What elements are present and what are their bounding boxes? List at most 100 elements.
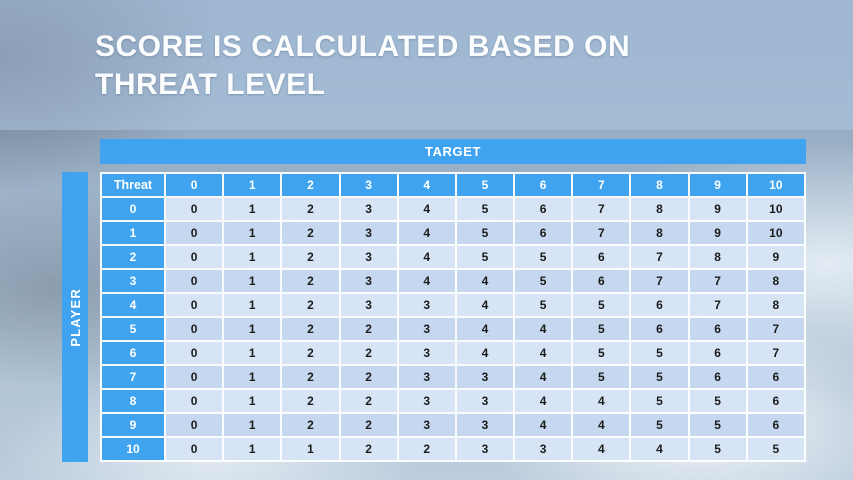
score-cell: 4	[631, 438, 688, 460]
score-cell: 2	[340, 390, 397, 412]
score-cell: 4	[456, 342, 514, 364]
score-cell: 0	[166, 246, 223, 268]
slide-title-line1: SCORE IS CALCULATED BASED ON	[95, 30, 631, 63]
score-cell: 6	[689, 366, 746, 388]
score-cell: 0	[166, 366, 223, 388]
score-cell: 8	[631, 222, 688, 244]
score-cell: 1	[224, 342, 281, 364]
score-cell: 0	[166, 438, 223, 460]
target-header: TARGET	[100, 139, 806, 164]
score-cell: 5	[631, 414, 688, 436]
target-column-header: 8	[631, 174, 688, 196]
score-cell: 7	[573, 222, 630, 244]
target-column-header: 6	[515, 174, 572, 196]
score-cell: 0	[166, 342, 223, 364]
score-cell: 0	[166, 390, 223, 412]
score-cell: 1	[224, 198, 281, 220]
score-cell: 5	[573, 366, 630, 388]
score-cell: 4	[456, 270, 514, 292]
threat-row-label: 6	[102, 342, 164, 364]
score-cell: 5	[689, 438, 746, 460]
score-cell: 9	[689, 222, 746, 244]
score-cell: 2	[282, 414, 339, 436]
score-cell: 1	[224, 270, 281, 292]
score-cell: 6	[631, 294, 688, 316]
score-cell: 3	[398, 294, 455, 316]
threat-row-label: 9	[102, 414, 164, 436]
score-cell: 0	[166, 222, 223, 244]
score-row: 0 0 1 2 3 4 5 6 7 8 9 10	[102, 198, 804, 220]
target-column-header: 4	[398, 174, 455, 196]
score-cell: 0	[166, 270, 223, 292]
score-cell: 1	[224, 438, 281, 460]
score-cell: 10	[747, 222, 804, 244]
score-cell: 5	[515, 294, 572, 316]
score-cell: 3	[340, 222, 397, 244]
score-cell: 7	[689, 294, 746, 316]
score-cell: 3	[515, 438, 572, 460]
score-cell: 0	[166, 294, 223, 316]
score-cell: 6	[689, 342, 746, 364]
score-cell: 2	[282, 270, 339, 292]
score-cell: 6	[747, 366, 804, 388]
score-row: 1 0 1 2 3 4 5 6 7 8 9 10	[102, 222, 804, 244]
score-cell: 5	[515, 246, 572, 268]
score-cell: 5	[631, 342, 688, 364]
score-cell: 2	[282, 342, 339, 364]
score-table-header-row: Threat 0 1 2 3 4 5 6 7 8 9 10	[102, 174, 804, 196]
score-cell: 1	[224, 246, 281, 268]
score-cell: 7	[631, 270, 688, 292]
score-cell: 2	[282, 366, 339, 388]
score-cell: 7	[747, 342, 804, 364]
score-cell: 6	[631, 318, 688, 340]
score-cell: 4	[398, 198, 455, 220]
score-cell: 2	[282, 246, 339, 268]
target-column-header: 5	[456, 174, 514, 196]
score-cell: 3	[456, 366, 514, 388]
score-cell: 3	[398, 414, 455, 436]
score-cell: 5	[515, 270, 572, 292]
score-cell: 3	[398, 342, 455, 364]
score-cell: 6	[747, 414, 804, 436]
score-cell: 6	[573, 246, 630, 268]
score-table: Threat 0 1 2 3 4 5 6 7 8 9 10 0 0 1 2 3 4 5 6 7 8 9 10 1 0 1 2 3 4 5…	[100, 172, 806, 462]
score-cell: 1	[224, 222, 281, 244]
threat-row-label: 2	[102, 246, 164, 268]
score-cell: 8	[747, 294, 804, 316]
score-cell: 7	[689, 270, 746, 292]
score-cell: 4	[515, 366, 572, 388]
player-header-label: PLAYER	[67, 287, 83, 347]
score-cell: 1	[224, 414, 281, 436]
target-column-header: 3	[340, 174, 397, 196]
title-band	[0, 0, 853, 130]
score-cell: 7	[747, 318, 804, 340]
score-cell: 4	[515, 318, 572, 340]
score-cell: 2	[282, 390, 339, 412]
score-cell: 3	[340, 198, 397, 220]
score-cell: 7	[631, 246, 688, 268]
score-cell: 4	[515, 414, 572, 436]
score-cell: 3	[456, 390, 514, 412]
score-cell: 5	[573, 318, 630, 340]
score-cell: 4	[398, 246, 455, 268]
score-cell: 4	[398, 222, 455, 244]
score-cell: 4	[515, 342, 572, 364]
score-cell: 4	[398, 270, 455, 292]
score-cell: 4	[573, 414, 630, 436]
score-cell: 2	[340, 366, 397, 388]
threat-row-label: 7	[102, 366, 164, 388]
score-cell: 3	[456, 438, 514, 460]
score-cell: 5	[689, 390, 746, 412]
score-cell: 4	[456, 318, 514, 340]
score-cell: 6	[689, 318, 746, 340]
score-cell: 6	[747, 390, 804, 412]
score-cell: 5	[631, 390, 688, 412]
player-header: PLAYER	[62, 172, 88, 462]
target-column-header: 9	[689, 174, 746, 196]
